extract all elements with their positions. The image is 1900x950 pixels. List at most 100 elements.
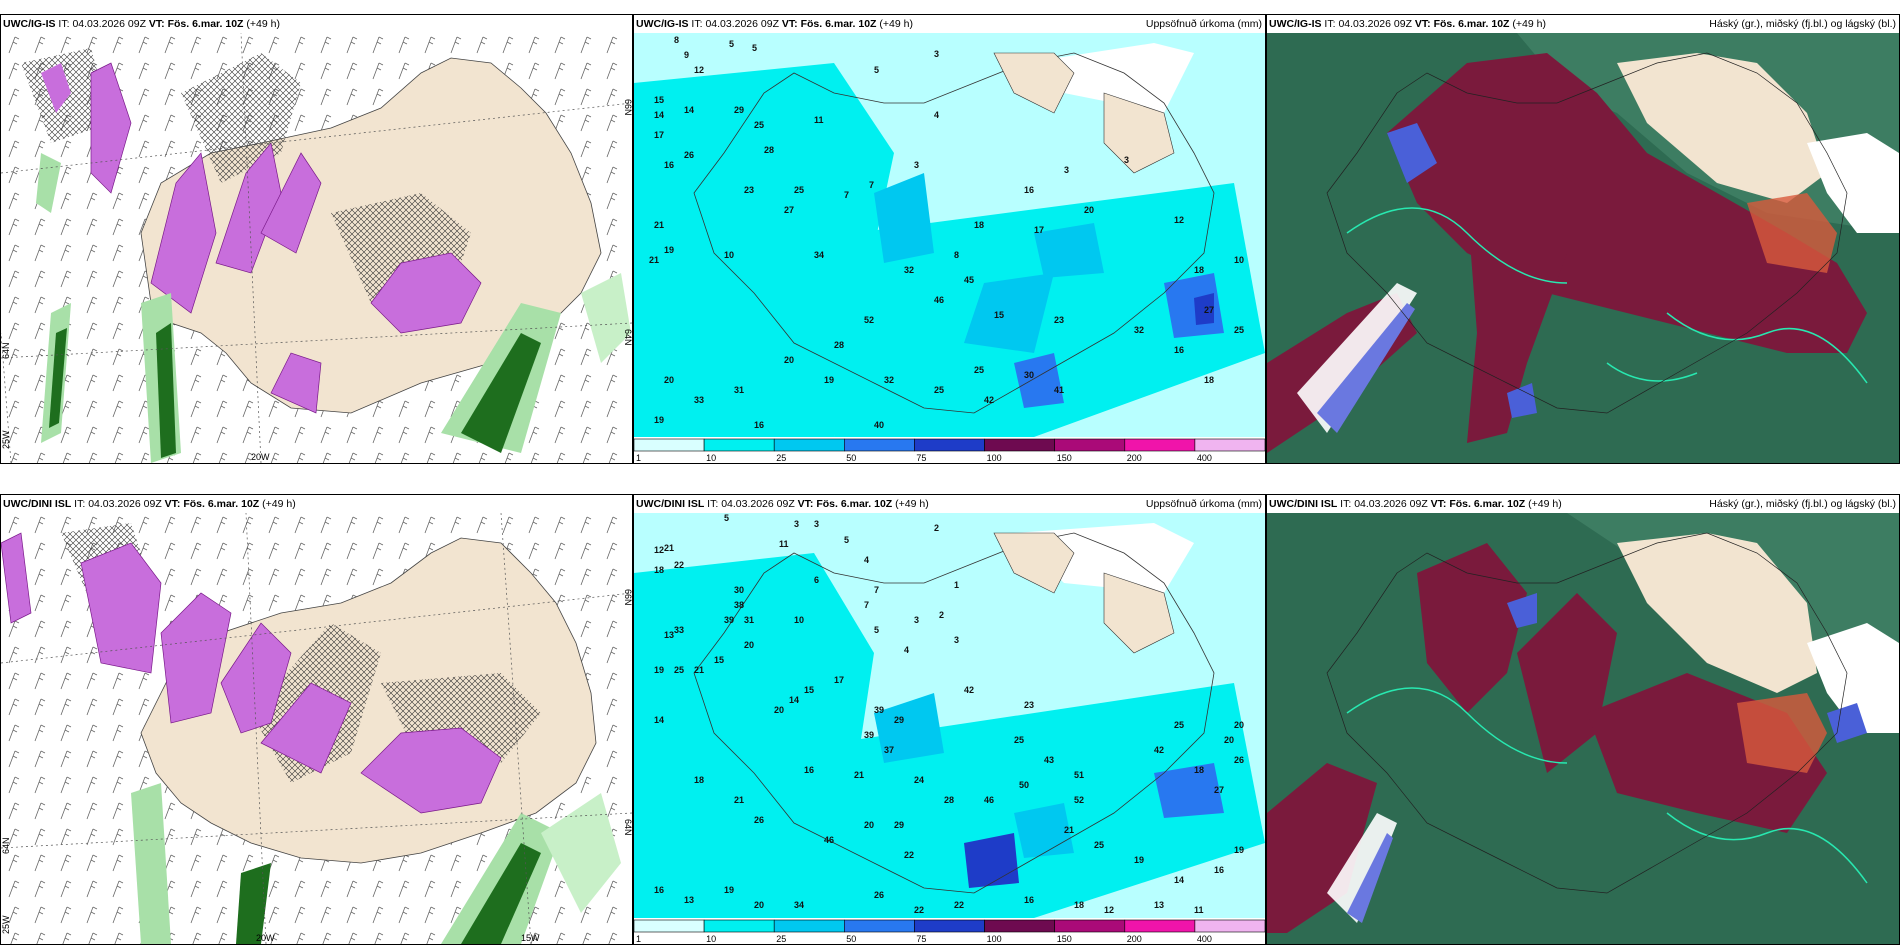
svg-text:22: 22 [674,560,684,570]
colorbar: 1 10 25 50 75 100 150 200 400 [634,918,1265,944]
svg-text:42: 42 [984,395,994,405]
colorbar-label: 25 [776,453,786,463]
colorbar-label: 1 [636,934,641,944]
svg-text:18: 18 [1194,765,1204,775]
svg-text:29: 29 [894,715,904,725]
bottom-left-panel: UWC/DINI ISL IT: 04.03.2026 09Z VT: Fös.… [0,494,633,945]
svg-text:2: 2 [939,610,944,620]
lon-label: 20W [256,933,275,943]
svg-text:12: 12 [694,65,704,75]
colorbar-label: 75 [916,934,926,944]
svg-text:3: 3 [954,635,959,645]
svg-text:52: 52 [864,315,874,325]
svg-text:21: 21 [694,665,704,675]
svg-text:28: 28 [944,795,954,805]
svg-text:16: 16 [654,885,664,895]
svg-text:3: 3 [914,615,919,625]
colorbar-label: 50 [846,453,856,463]
svg-text:3: 3 [794,519,799,529]
colorbar-swatch [634,438,705,452]
svg-text:20: 20 [784,355,794,365]
svg-text:19: 19 [654,665,664,675]
svg-text:12: 12 [654,545,664,555]
colorbar-swatch [844,919,915,933]
svg-text:5: 5 [874,625,879,635]
panel-header: UWC/DINI ISL IT: 04.03.2026 09Z VT: Fös.… [1267,495,1899,513]
svg-text:25: 25 [674,665,684,675]
colorbar: 1 10 25 50 75 100 150 200 400 [634,437,1265,463]
svg-text:3: 3 [934,49,939,59]
lat-label: 64N [1,342,11,359]
lat-label: 66N [623,589,632,606]
svg-text:42: 42 [1154,745,1164,755]
top-left-panel: UWC/IG-IS IT: 04.03.2026 09Z VT: Fös. 6.… [0,14,633,464]
lon-label: 25W [1,915,11,934]
svg-text:22: 22 [954,900,964,910]
svg-text:16: 16 [1024,895,1034,905]
svg-text:23: 23 [744,185,754,195]
svg-text:16: 16 [1174,345,1184,355]
svg-text:20: 20 [1084,205,1094,215]
svg-text:40: 40 [874,420,884,430]
svg-text:32: 32 [904,265,914,275]
lon-label: 25W [1,430,11,449]
svg-text:7: 7 [869,180,874,190]
svg-text:5: 5 [729,39,734,49]
svg-text:30: 30 [1024,370,1034,380]
colorbar-label: 150 [1057,453,1072,463]
svg-text:21: 21 [854,770,864,780]
colorbar-label: 100 [987,453,1002,463]
svg-text:25: 25 [1234,325,1244,335]
svg-text:20: 20 [754,900,764,910]
svg-text:41: 41 [1054,385,1064,395]
svg-text:10: 10 [794,615,804,625]
colorbar-label: 10 [706,934,716,944]
svg-text:5: 5 [724,513,729,523]
svg-text:52: 52 [1074,795,1084,805]
lon-label: 15W [521,933,540,943]
colorbar-swatch [703,438,775,452]
colorbar-label: 200 [1127,453,1142,463]
svg-text:4: 4 [864,555,869,565]
svg-text:17: 17 [834,675,844,685]
svg-text:39: 39 [724,615,734,625]
svg-text:21: 21 [654,220,664,230]
svg-text:27: 27 [784,205,794,215]
colorbar-label: 400 [1197,934,1212,944]
colorbar-label: 100 [987,934,1002,944]
svg-text:19: 19 [664,245,674,255]
panel-header: UWC/IG-IS IT: 04.03.2026 09Z VT: Fös. 6.… [634,15,1265,33]
svg-text:23: 23 [1024,700,1034,710]
svg-text:25: 25 [1014,735,1024,745]
svg-text:11: 11 [1194,905,1204,915]
colorbar-swatches [634,919,1265,933]
panel-title: Háský (gr.), miðský (fj.bl.) og lágský (… [1709,18,1896,30]
colorbar-swatch [1124,919,1196,933]
panel-title: Uppsöfnuð úrkoma (mm) [1145,18,1262,30]
svg-text:7: 7 [874,585,879,595]
svg-text:33: 33 [674,625,684,635]
colorbar-swatch [773,919,845,933]
colorbar-swatch [984,919,1056,933]
svg-text:46: 46 [984,795,994,805]
colorbar-label: 25 [776,934,786,944]
panel-header: UWC/IG-IS IT: 04.03.2026 09Z VT: Fös. 6.… [1267,15,1899,33]
svg-text:5: 5 [844,535,849,545]
panel-title: Háský (gr.), miðský (fj.bl.) og lágský (… [1709,498,1896,510]
svg-text:14: 14 [684,105,694,115]
svg-text:33: 33 [694,395,704,405]
svg-text:3: 3 [814,519,819,529]
svg-text:25: 25 [974,365,984,375]
svg-text:31: 31 [734,385,744,395]
svg-text:21: 21 [664,543,674,553]
svg-text:18: 18 [654,565,664,575]
svg-text:43: 43 [1044,755,1054,765]
colorbar-swatch [1194,919,1265,933]
svg-text:2: 2 [934,523,939,533]
svg-text:15: 15 [654,95,664,105]
svg-text:17: 17 [1034,225,1044,235]
svg-text:15: 15 [994,310,1004,320]
svg-text:15: 15 [804,685,814,695]
svg-text:50: 50 [1019,780,1029,790]
svg-text:46: 46 [824,835,834,845]
